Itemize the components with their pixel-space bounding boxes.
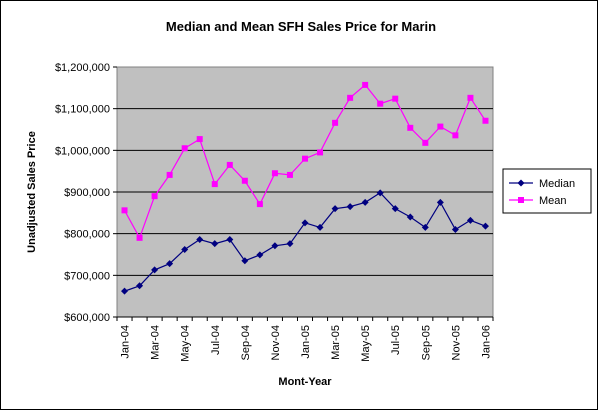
data-point-mean <box>196 136 203 143</box>
x-tick-label: Jul-05 <box>390 325 402 355</box>
data-point-median <box>166 260 174 268</box>
x-axis-title: Mont-Year <box>278 376 332 388</box>
data-point-mean <box>332 119 339 126</box>
data-point-median <box>181 246 189 253</box>
data-point-median <box>361 198 369 206</box>
data-series <box>121 81 489 295</box>
data-point-median <box>256 251 264 259</box>
data-point-mean <box>302 155 308 162</box>
legend-marker-median <box>517 179 525 187</box>
chart-title: Median and Mean SFH Sales Price for Mari… <box>166 19 436 34</box>
data-point-median <box>286 240 294 248</box>
data-point-mean <box>407 124 414 131</box>
x-tick-label: Nov-04 <box>270 325 282 360</box>
data-point-mean <box>452 132 459 139</box>
x-tick-label: Jan-06 <box>480 325 492 359</box>
data-point-mean <box>362 81 369 88</box>
x-tick-label: Mar-05 <box>330 325 342 360</box>
x-axis-ticks: Jan-04 Mar-04 May-04 Jul-04 Sep-04 Nov-04 Jan-… <box>116 316 494 362</box>
data-point-median <box>346 203 354 211</box>
data-point-mean <box>422 139 429 146</box>
gridlines <box>117 108 493 276</box>
data-point-median <box>376 189 384 197</box>
data-point-median <box>136 282 144 290</box>
data-point-median <box>451 226 459 233</box>
data-point-median <box>436 198 444 206</box>
data-point-mean <box>347 94 354 101</box>
data-point-mean <box>286 171 293 178</box>
y-tick-label: $1,200,000 <box>55 62 110 74</box>
x-tick-label: Jul-04 <box>210 325 222 355</box>
y-axis-title: Unadjusted Sales Price <box>26 131 38 253</box>
data-point-mean <box>151 193 158 200</box>
data-point-median <box>151 266 159 274</box>
y-tick-label: $700,000 <box>64 270 110 282</box>
legend-label-mean: Mean <box>539 195 567 207</box>
data-point-median <box>211 240 219 248</box>
data-point-mean <box>482 117 489 124</box>
data-point-mean <box>317 149 324 156</box>
data-point-median <box>316 223 324 231</box>
data-point-median <box>421 223 429 231</box>
data-point-mean <box>377 100 384 107</box>
data-point-median <box>301 219 309 227</box>
legend: Median Mean <box>502 168 592 214</box>
data-point-mean <box>241 177 248 184</box>
data-point-mean <box>437 123 444 130</box>
data-point-mean <box>467 94 474 101</box>
data-point-median <box>406 213 414 221</box>
legend-label-median: Median <box>539 178 575 190</box>
x-tick-label: May-05 <box>360 325 372 362</box>
data-point-mean <box>136 234 143 241</box>
x-tick-label: Jan-05 <box>300 325 312 359</box>
legend-marker-mean <box>518 197 524 203</box>
data-point-median <box>391 205 399 213</box>
x-tick-label: Sep-05 <box>420 325 432 360</box>
y-tick-label: $900,000 <box>64 187 110 199</box>
data-point-median <box>196 236 204 243</box>
data-point-median <box>331 205 339 213</box>
x-tick-label: May-04 <box>180 325 192 362</box>
data-point-median <box>241 257 249 265</box>
data-point-mean <box>256 201 263 208</box>
data-point-mean <box>271 170 278 177</box>
x-tick-label: Sep-04 <box>240 325 252 360</box>
data-point-mean <box>211 181 218 188</box>
y-tick-label: $600,000 <box>64 312 110 324</box>
data-point-median <box>481 222 489 230</box>
x-tick-label: Mar-04 <box>150 325 162 360</box>
x-tick-label: Nov-05 <box>450 325 462 360</box>
data-point-median <box>466 216 474 224</box>
x-tick-label: Jan-04 <box>120 325 132 359</box>
legend-box <box>502 168 592 214</box>
y-tick-label: $1,100,000 <box>55 104 110 116</box>
data-point-mean <box>121 207 128 214</box>
y-tick-label: $1,000,000 <box>55 145 110 157</box>
data-point-mean <box>392 95 399 102</box>
data-point-median <box>121 287 129 295</box>
y-tick-label: $800,000 <box>64 229 110 241</box>
data-point-mean <box>166 171 173 178</box>
data-point-median <box>271 242 279 250</box>
data-point-mean <box>181 145 188 152</box>
y-axis-ticks: $600,000 $700,000 $800,000 $900,000 $1,000,0… <box>55 62 117 324</box>
data-point-median <box>226 236 234 243</box>
data-point-mean <box>226 161 233 168</box>
